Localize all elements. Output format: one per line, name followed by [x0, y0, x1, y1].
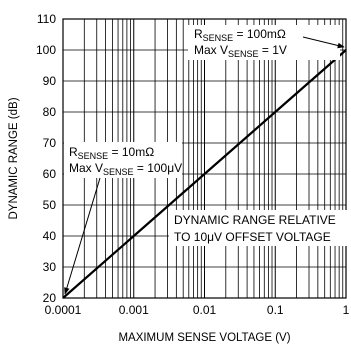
- annotation-top: RSENSE = 100mΩ Max VSENSE = 1V: [188, 25, 345, 60]
- series-group: [62, 49, 347, 299]
- y-tick-label: 50: [43, 198, 57, 212]
- y-tick-labels: 20 30 40 50 60 70 80 90 100 110: [36, 12, 56, 305]
- x-tick-label: 0.01: [193, 303, 217, 317]
- annotation-note-line1: DYNAMIC RANGE RELATIVE: [174, 213, 336, 227]
- y-tick-label: 80: [43, 105, 57, 119]
- annotation-top-line2: Max VSENSE = 1V: [194, 43, 287, 59]
- series-line: [62, 49, 347, 299]
- x-tick-label: 0.0001: [45, 303, 82, 317]
- y-tick-label: 20: [43, 291, 57, 305]
- annotation-bottom-line1: RSENSE = 10mΩ: [69, 145, 154, 161]
- y-axis-title: DYNAMIC RANGE (dB): [8, 97, 20, 219]
- y-tick-label: 110: [37, 12, 56, 26]
- y-tick-label: 40: [43, 229, 57, 243]
- annotation-bottom: RSENSE = 10mΩ Max VSENSE = 100μV: [64, 142, 182, 295]
- y-tick-label: 100: [36, 43, 56, 57]
- y-tick-label: 70: [43, 136, 57, 150]
- annotation-bottom-line2: Max VSENSE = 100μV: [69, 161, 182, 177]
- x-tick-labels: 0.0001 0.001 0.01 0.1 1: [45, 303, 350, 317]
- annotation-top-line1: RSENSE = 100mΩ: [194, 27, 286, 43]
- x-tick-label: 0.001: [119, 303, 149, 317]
- x-tick-label: 0.1: [267, 303, 284, 317]
- plot-frame: [62, 18, 347, 299]
- y-tick-label: 30: [43, 260, 57, 274]
- annotation-bottom-arrow: [64, 177, 101, 295]
- annotation-top-arrow: [302, 36, 345, 49]
- x-axis-title: MAXIMUM SENSE VOLTAGE (V): [118, 332, 290, 344]
- y-tick-label: 60: [43, 167, 57, 181]
- y-tick-label: 90: [43, 74, 57, 88]
- annotation-note: DYNAMIC RANGE RELATIVE TO 10μV OFFSET VO…: [169, 210, 347, 246]
- annotation-note-line2: TO 10μV OFFSET VOLTAGE: [174, 230, 331, 244]
- x-tick-label: 1: [343, 303, 350, 317]
